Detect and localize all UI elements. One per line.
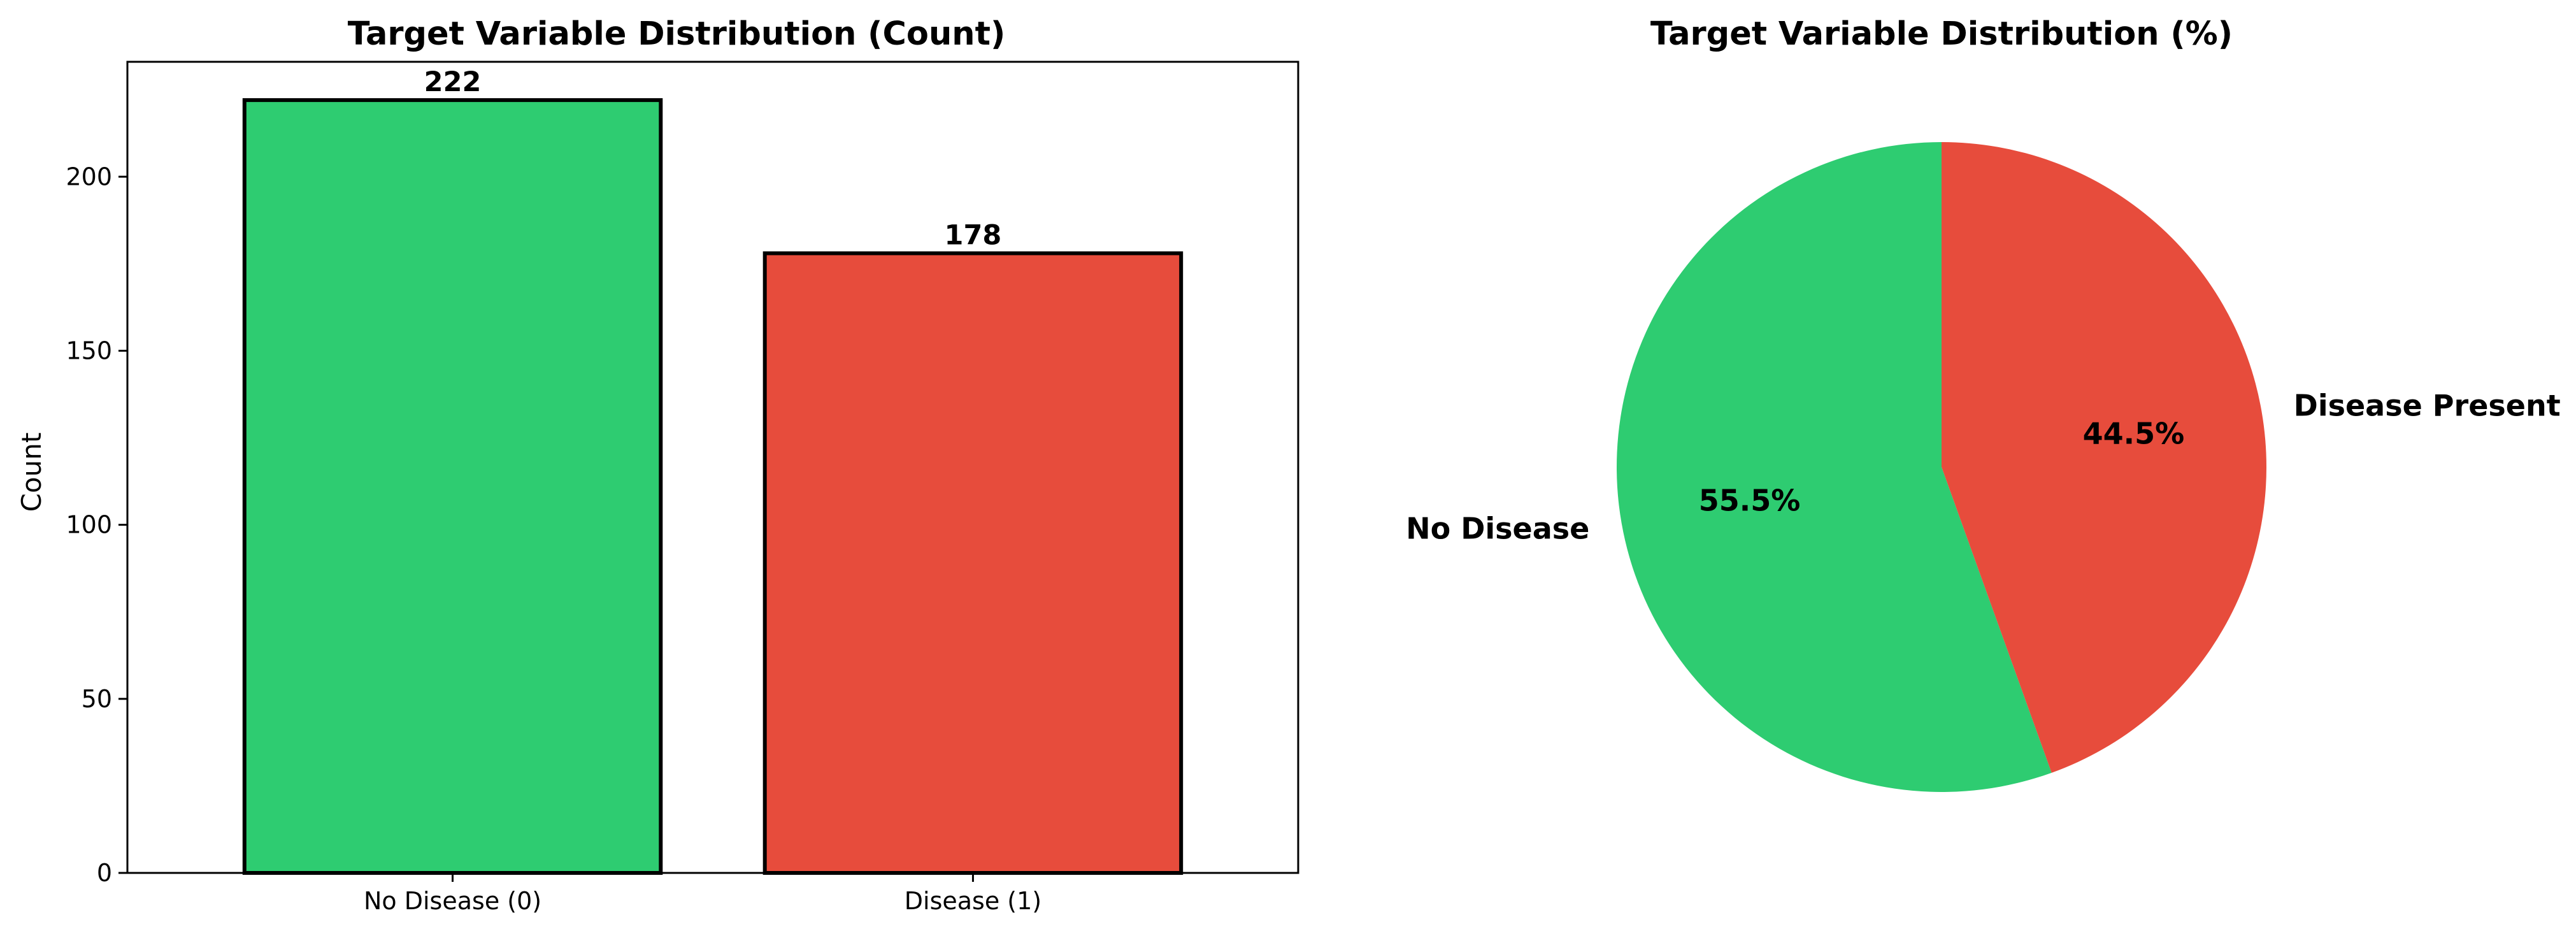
x-tick-label: Disease (1)	[905, 887, 1041, 915]
bar-chart-y-ticks: 0 50 100 150 200	[66, 162, 127, 887]
y-tick-label: 150	[66, 336, 112, 364]
y-tick-label: 100	[66, 511, 112, 539]
bar-chart-frame	[126, 61, 1299, 874]
pie-chart-title: Target Variable Distribution (%)	[1650, 15, 2233, 53]
bar-1	[762, 251, 1184, 875]
pie-category-label: No Disease	[1406, 511, 1589, 545]
pie-slice-0	[1617, 142, 2052, 792]
bar-0	[242, 98, 663, 875]
bar-value-label: 178	[945, 219, 1002, 251]
bar-chart-bars: 222 178	[242, 66, 1184, 875]
bar-chart-title: Target Variable Distribution (Count)	[348, 15, 1006, 53]
pie-chart: Target Variable Distribution (%) 55.5% No…	[1406, 15, 2561, 792]
pie-pct-label: 44.5%	[2083, 416, 2185, 450]
pie-slice-1	[1942, 142, 2267, 773]
pie-chart-slices	[1617, 142, 2267, 792]
y-tick-label: 200	[66, 162, 112, 191]
bar-value-label: 222	[424, 66, 482, 98]
x-tick-label: No Disease (0)	[364, 887, 541, 915]
bar-chart-x-ticks: No Disease (0) Disease (1)	[364, 873, 1041, 915]
bar-chart: Target Variable Distribution (Count) Cou…	[16, 15, 1299, 915]
bar-chart-ylabel: Count	[16, 433, 47, 512]
pie-pct-label: 55.5%	[1699, 484, 1801, 518]
pie-category-label: Disease Present	[2294, 389, 2561, 423]
y-tick-label: 50	[82, 685, 112, 713]
pie-chart-labels: 55.5% No Disease 44.5% Disease Present	[1406, 389, 2561, 546]
y-tick-label: 0	[97, 859, 112, 887]
